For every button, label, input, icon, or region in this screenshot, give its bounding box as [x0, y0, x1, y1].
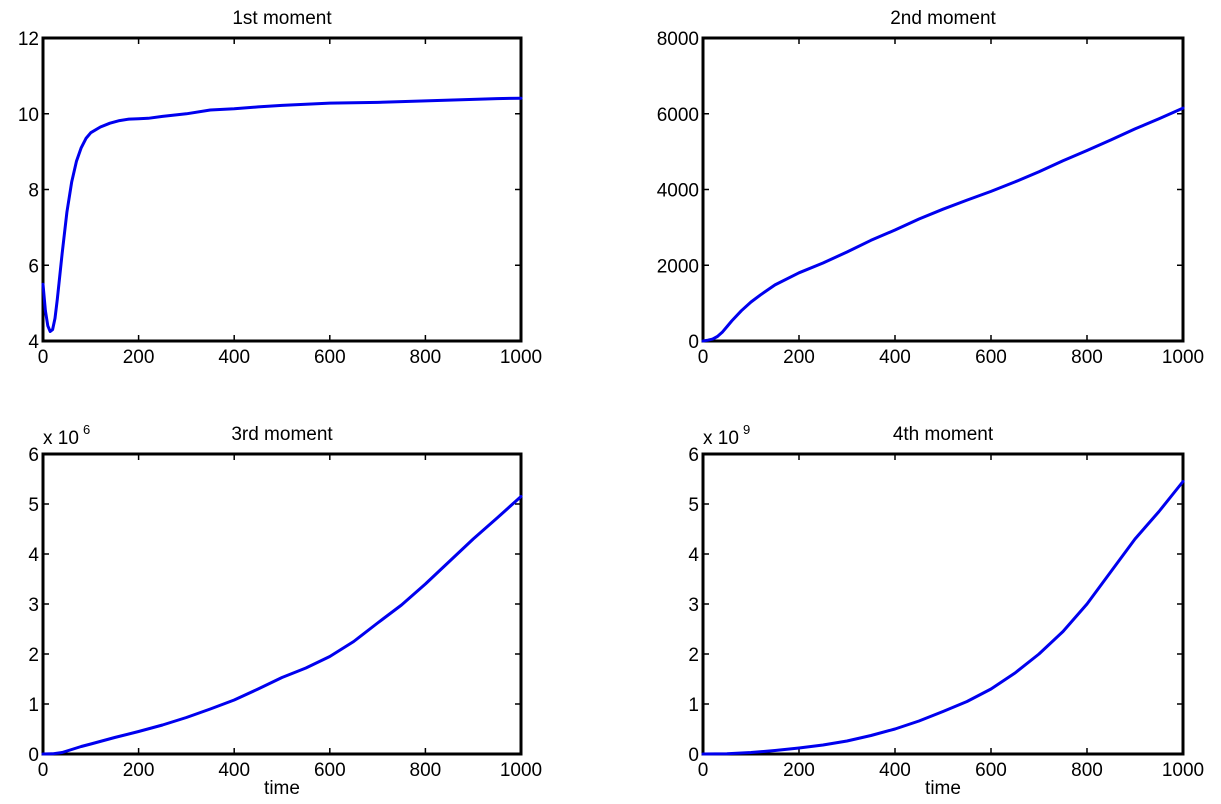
- x-tick-label: 1000: [1162, 347, 1204, 368]
- subplot-title: 3rd moment: [231, 424, 333, 445]
- y-exponent-label: x 10: [703, 428, 739, 449]
- x-tick-label: 600: [975, 760, 1007, 781]
- y-tick-label: 2000: [657, 256, 699, 277]
- x-tick-label: 800: [410, 347, 442, 368]
- y-tick-label: 1: [28, 695, 39, 716]
- y-exponent-label: x 10: [43, 428, 79, 449]
- subplot-title: 1st moment: [232, 8, 332, 29]
- x-tick-label: 600: [975, 347, 1007, 368]
- x-tick-label: 1000: [1162, 760, 1204, 781]
- x-tick-label: 400: [218, 760, 250, 781]
- subplot-title: 2nd moment: [890, 8, 996, 29]
- x-tick-label: 200: [783, 760, 815, 781]
- x-tick-label: 200: [123, 347, 155, 368]
- subplot-2: 0 200 400 600 800 1000 0 2000 4000 6000 8000 2nd mo…: [657, 8, 1204, 368]
- x-tick-label: 0: [38, 347, 49, 368]
- y-tick-label: 4000: [657, 181, 699, 202]
- x-tick-label: 0: [698, 347, 709, 368]
- x-tick-label: 600: [314, 760, 346, 781]
- series-line-1: [41, 495, 523, 756]
- subplot-1: 0 200 400 600 800 1000 4 6 8 10 12 1st moment: [18, 8, 542, 368]
- series-line-1: [41, 96, 523, 333]
- x-tick-label: 200: [123, 760, 155, 781]
- y-tick-label: 6: [688, 445, 699, 466]
- y-exponent-power: 6: [83, 422, 90, 437]
- y-tick-label: 10: [18, 105, 39, 126]
- series-line-1: [701, 106, 1185, 343]
- y-tick-label: 8: [28, 181, 39, 202]
- y-tick-label: 6: [28, 256, 39, 277]
- y-tick-label: 1: [688, 695, 699, 716]
- plot-frame: [41, 452, 523, 756]
- x-tick-label: 1000: [500, 760, 542, 781]
- y-tick-label: 5: [28, 495, 39, 516]
- x-tick-label: 400: [218, 347, 250, 368]
- y-tick-label: 4: [28, 545, 39, 566]
- y-tick-label: 3: [28, 595, 39, 616]
- x-tick-label: 600: [314, 347, 346, 368]
- y-tick-label: 4: [28, 332, 39, 353]
- y-tick-label: 0: [688, 745, 699, 766]
- x-tick-label: 800: [1071, 347, 1103, 368]
- y-tick-label: 12: [18, 29, 39, 50]
- x-tick-label: 1000: [500, 347, 542, 368]
- y-tick-label: 6000: [657, 105, 699, 126]
- plot-frame: [701, 36, 1185, 343]
- y-exponent-power: 9: [743, 422, 750, 437]
- y-tick-label: 0: [28, 745, 39, 766]
- subplot-3: 0 200 400 600 800 1000 0 1 2 3 4 5 6 3rd moment time x …: [28, 422, 542, 799]
- subplot-title: 4th moment: [893, 424, 994, 445]
- x-axis-label: time: [925, 778, 961, 799]
- series-line-1: [701, 480, 1185, 756]
- subplot-4: 0 200 400 600 800 1000 0 1 2 3 4 5 6 4th moment time x …: [688, 422, 1204, 799]
- x-tick-label: 800: [1071, 760, 1103, 781]
- y-tick-label: 2: [28, 645, 39, 666]
- y-tick-label: 0: [688, 332, 699, 353]
- plot-frame: [41, 36, 523, 343]
- x-tick-label: 400: [879, 347, 911, 368]
- x-tick-label: 0: [38, 760, 49, 781]
- y-tick-label: 3: [688, 595, 699, 616]
- x-tick-label: 200: [783, 347, 815, 368]
- x-tick-label: 0: [698, 760, 709, 781]
- y-tick-label: 2: [688, 645, 699, 666]
- y-tick-label: 6: [28, 445, 39, 466]
- y-tick-label: 8000: [657, 29, 699, 50]
- x-axis-label: time: [264, 778, 300, 799]
- x-tick-label: 400: [879, 760, 911, 781]
- plot-frame: [701, 452, 1185, 756]
- x-tick-label: 800: [410, 760, 442, 781]
- y-tick-label: 4: [688, 545, 699, 566]
- y-tick-label: 5: [688, 495, 699, 516]
